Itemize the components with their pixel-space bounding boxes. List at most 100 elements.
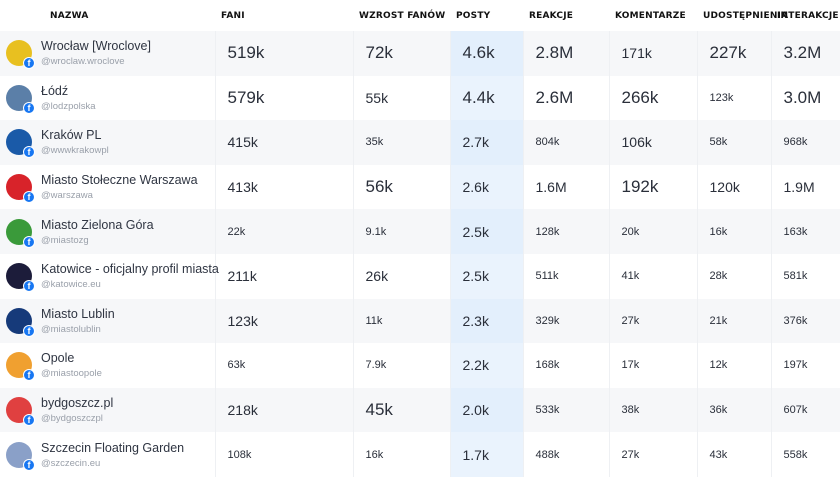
komentarze-cell: 171k <box>608 31 697 76</box>
reakcje-cell: 128k <box>522 209 609 254</box>
table-row[interactable]: f bydgoszcz.pl @bydgoszczpl 218k 45k 2.0k 53… <box>0 387 840 433</box>
column-header-posty[interactable]: POSTY <box>456 10 491 21</box>
profile-name[interactable]: Miasto Stołeczne Warszawa <box>41 173 198 188</box>
profile-name[interactable]: bydgoszcz.pl <box>41 396 114 411</box>
komentarze-cell: 192k <box>608 164 697 210</box>
profile-cell[interactable]: f Miasto Lublin @miastolublin <box>0 298 215 344</box>
fani-cell: 108k <box>214 432 353 477</box>
komentarze-cell: 266k <box>608 75 697 121</box>
udostepnienia-cell: 123k <box>696 75 771 121</box>
wzrost-fanow-cell: 16k <box>352 432 450 477</box>
reakcje-cell: 2.6M <box>522 75 609 121</box>
wzrost-fanow-cell: 11k <box>352 298 450 344</box>
table-row[interactable]: f Miasto Lublin @miastolublin 123k 11k 2.3k… <box>0 298 840 344</box>
interakcje-cell: 3.0M <box>770 75 840 121</box>
table-row[interactable]: f Wrocław [Wroclove] @wroclaw.wroclove 51… <box>0 31 840 76</box>
profile-cell[interactable]: f Opole @miastoopole <box>0 343 215 388</box>
profile-cell[interactable]: f Wrocław [Wroclove] @wroclaw.wroclove <box>0 31 215 76</box>
profile-name[interactable]: Szczecin Floating Garden <box>41 440 185 455</box>
profile-avatar: f <box>6 40 35 70</box>
interakcje-cell: 376k <box>770 298 840 344</box>
profile-cell[interactable]: f Miasto Stołeczne Warszawa @warszawa <box>0 165 215 210</box>
column-header-reakcje[interactable]: REAKCJE <box>529 10 574 21</box>
profile-handle: @katowice.eu <box>41 279 101 291</box>
profile-avatar: f <box>6 307 35 337</box>
profile-avatar: f <box>6 263 35 293</box>
posty-cell: 2.5k <box>449 253 523 299</box>
facebook-icon: f <box>23 414 35 427</box>
wzrost-fanow-cell: 9.1k <box>352 209 450 254</box>
interakcje-cell: 1.9M <box>770 164 840 210</box>
table-row[interactable]: f Szczecin Floating Garden @szczecin.eu 1… <box>0 432 840 477</box>
posty-cell: 4.6k <box>449 31 523 76</box>
column-header-name[interactable]: NAZWA <box>50 10 89 21</box>
table-row[interactable]: f Łódź @lodzpolska 579k 55k 4.4k 2.6M 266k 123… <box>0 75 840 121</box>
posty-cell: 4.4k <box>449 75 523 121</box>
profile-handle: @szczecin.eu <box>41 457 101 469</box>
wzrost-fanow-cell: 26k <box>352 253 450 299</box>
komentarze-cell: 106k <box>608 120 697 165</box>
udostepnienia-cell: 12k <box>696 343 771 388</box>
column-header-udostepnienia[interactable]: UDOSTĘPNIENIA <box>703 10 789 21</box>
profile-handle: @wwwkrakowpl <box>41 145 109 157</box>
udostepnienia-cell: 16k <box>696 209 771 254</box>
profile-name[interactable]: Łódź <box>41 83 69 98</box>
column-header-wzrost-fanow[interactable]: WZROST FANÓW <box>359 10 446 21</box>
profile-name[interactable]: Wrocław [Wroclove] <box>41 39 151 54</box>
profile-handle: @wroclaw.wroclove <box>41 56 125 68</box>
reakcje-cell: 168k <box>522 343 609 388</box>
reakcje-cell: 533k <box>522 387 609 433</box>
profile-avatar: f <box>6 397 35 427</box>
komentarze-cell: 20k <box>608 209 697 254</box>
posty-cell: 2.7k <box>449 120 523 165</box>
column-header-fani[interactable]: FANI <box>221 10 245 21</box>
posty-cell: 2.0k <box>449 387 523 433</box>
profile-handle: @bydgoszczpl <box>41 413 103 425</box>
profile-cell[interactable]: f Łódź @lodzpolska <box>0 76 215 121</box>
wzrost-fanow-cell: 35k <box>352 120 450 165</box>
table-row[interactable]: f Miasto Stołeczne Warszawa @warszawa 413… <box>0 164 840 210</box>
udostepnienia-cell: 227k <box>696 31 771 76</box>
table-row[interactable]: f Katowice - oficjalny profil miasta @ka… <box>0 253 840 299</box>
komentarze-cell: 27k <box>608 298 697 344</box>
table-row[interactable]: f Opole @miastoopole 63k 7.9k 2.2k 168k 17k 12… <box>0 343 840 388</box>
reakcje-cell: 804k <box>522 120 609 165</box>
profile-avatar: f <box>6 218 35 248</box>
reakcje-cell: 511k <box>522 253 609 299</box>
profile-cell[interactable]: f Katowice - oficjalny profil miasta @ka… <box>0 254 219 299</box>
wzrost-fanow-cell: 7.9k <box>352 343 450 388</box>
interakcje-cell: 558k <box>770 432 840 477</box>
column-header-interakcje[interactable]: INTERAKCJE <box>777 10 839 21</box>
facebook-icon: f <box>23 369 35 382</box>
posty-cell: 1.7k <box>449 432 523 477</box>
profile-cell[interactable]: f Kraków PL @wwwkrakowpl <box>0 120 215 165</box>
table-row[interactable]: f Miasto Zielona Góra @miastozg 22k 9.1k 2.… <box>0 209 840 254</box>
facebook-icon: f <box>23 458 35 471</box>
table-row[interactable]: f Kraków PL @wwwkrakowpl 415k 35k 2.7k 804k 1… <box>0 120 840 165</box>
interakcje-cell: 607k <box>770 387 840 433</box>
reakcje-cell: 1.6M <box>522 164 609 210</box>
interakcje-cell: 3.2M <box>770 31 840 76</box>
profile-name[interactable]: Katowice - oficjalny profil miasta <box>41 262 219 277</box>
posty-cell: 2.3k <box>449 298 523 344</box>
profile-cell[interactable]: f Szczecin Floating Garden @szczecin.eu <box>0 432 215 477</box>
profile-handle: @miastolublin <box>41 323 101 335</box>
facebook-icon: f <box>23 57 35 70</box>
profile-name[interactable]: Miasto Zielona Góra <box>41 217 154 232</box>
profile-name[interactable]: Opole <box>41 351 75 366</box>
profile-cell[interactable]: f Miasto Zielona Góra @miastozg <box>0 209 215 254</box>
profile-name[interactable]: Kraków PL <box>41 128 102 143</box>
wzrost-fanow-cell: 56k <box>352 164 450 210</box>
posty-cell: 2.5k <box>449 209 523 254</box>
column-header-komentarze[interactable]: KOMENTARZE <box>615 10 686 21</box>
fani-cell: 211k <box>214 253 353 299</box>
interakcje-cell: 968k <box>770 120 840 165</box>
profile-name[interactable]: Miasto Lublin <box>41 306 115 321</box>
profile-handle: @lodzpolska <box>41 100 96 112</box>
header-row: NAZWA FANI WZROST FANÓW POSTY REAKCJE KOMENTA… <box>0 0 840 31</box>
fani-cell: 63k <box>214 343 353 388</box>
profile-handle: @miastoopole <box>41 368 102 380</box>
komentarze-cell: 17k <box>608 343 697 388</box>
profile-cell[interactable]: f bydgoszcz.pl @bydgoszczpl <box>0 387 215 433</box>
udostepnienia-cell: 43k <box>696 432 771 477</box>
